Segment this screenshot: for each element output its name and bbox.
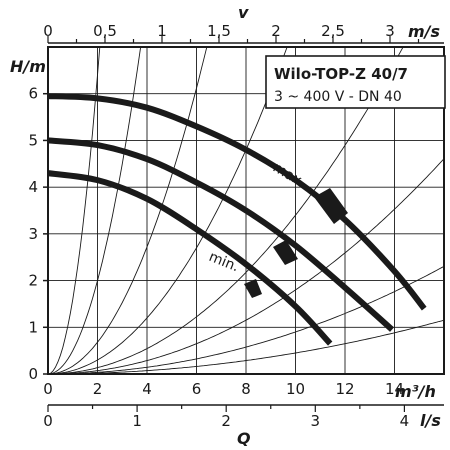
x-tick-label-ms: 2 <box>271 22 281 40</box>
x-tick-label-m3h: 4 <box>142 380 152 398</box>
y-tick-label: 3 <box>28 225 38 243</box>
y-tick-label: 6 <box>28 85 38 103</box>
v-axis-letter: v <box>238 3 249 22</box>
x-tick-label-ls: 0 <box>43 412 53 430</box>
title-box: Wilo-TOP-Z 40/7 3 ~ 400 V - DN 40 <box>265 55 446 109</box>
x-axis-label-ms: m/s <box>408 22 440 41</box>
system-curve <box>48 47 288 374</box>
x-tick-label-ms: 2,5 <box>321 22 345 40</box>
y-axis-label: H/m <box>10 57 46 76</box>
system-curve <box>48 266 444 374</box>
q-axis-letter: Q <box>237 429 251 448</box>
x-tick-label-m3h: 6 <box>192 380 202 398</box>
x-tick-label-m3h: 0 <box>43 380 53 398</box>
title-box-frame <box>265 55 446 109</box>
x-axis-label-ls: l/s <box>420 411 441 430</box>
y-tick-label: 2 <box>28 272 38 290</box>
x-tick-label-m3h: 2 <box>93 380 103 398</box>
x-tick-label-ms: 0,5 <box>93 22 117 40</box>
x-tick-label-m3h: 10 <box>286 380 305 398</box>
system-curve <box>48 158 444 374</box>
y-tick-label: 0 <box>28 365 38 383</box>
x-tick-label-ms: 0 <box>43 22 53 40</box>
system-curve <box>48 47 208 374</box>
x-tick-label-ms: 1 <box>157 22 167 40</box>
y-tick-label: 4 <box>28 178 38 196</box>
speed-marker-mid <box>273 240 298 265</box>
x-tick-label-ls: 1 <box>132 412 142 430</box>
system-curve <box>48 319 444 374</box>
x-tick-label-m3h: 12 <box>335 380 354 398</box>
x-tick-label-ls: 3 <box>311 412 321 430</box>
pump-curve-mid <box>47 137 395 332</box>
y-tick-label: 5 <box>28 131 38 149</box>
pump-curve-min <box>47 170 333 346</box>
max-curve-label: max. <box>270 160 308 191</box>
chart-title: Wilo-TOP-Z 40/7 <box>274 65 408 83</box>
speed-marker-min <box>244 279 262 298</box>
x-tick-label-ms: 1,5 <box>207 22 231 40</box>
x-axis-label-m3h: m³/h <box>395 382 436 401</box>
plot-frame <box>47 46 445 375</box>
x-tick-label-ls: 4 <box>400 412 410 430</box>
chart-subtitle: 3 ~ 400 V - DN 40 <box>274 89 402 105</box>
x-tick-label-ms: 3 <box>385 22 395 40</box>
pump-curve-max <box>47 93 427 311</box>
plot-frame-rect <box>47 46 445 375</box>
system-curve <box>48 47 142 374</box>
pump-curves <box>47 93 427 346</box>
x-tick-label-ls: 2 <box>221 412 231 430</box>
speed-marker-max <box>314 188 348 224</box>
x-tick-label-m3h: 8 <box>241 380 251 398</box>
min-curve-label: min. <box>207 249 242 275</box>
system-curve <box>48 47 404 374</box>
y-tick-label: 1 <box>28 318 38 336</box>
x-tick-label-m3h: 14 <box>385 380 404 398</box>
